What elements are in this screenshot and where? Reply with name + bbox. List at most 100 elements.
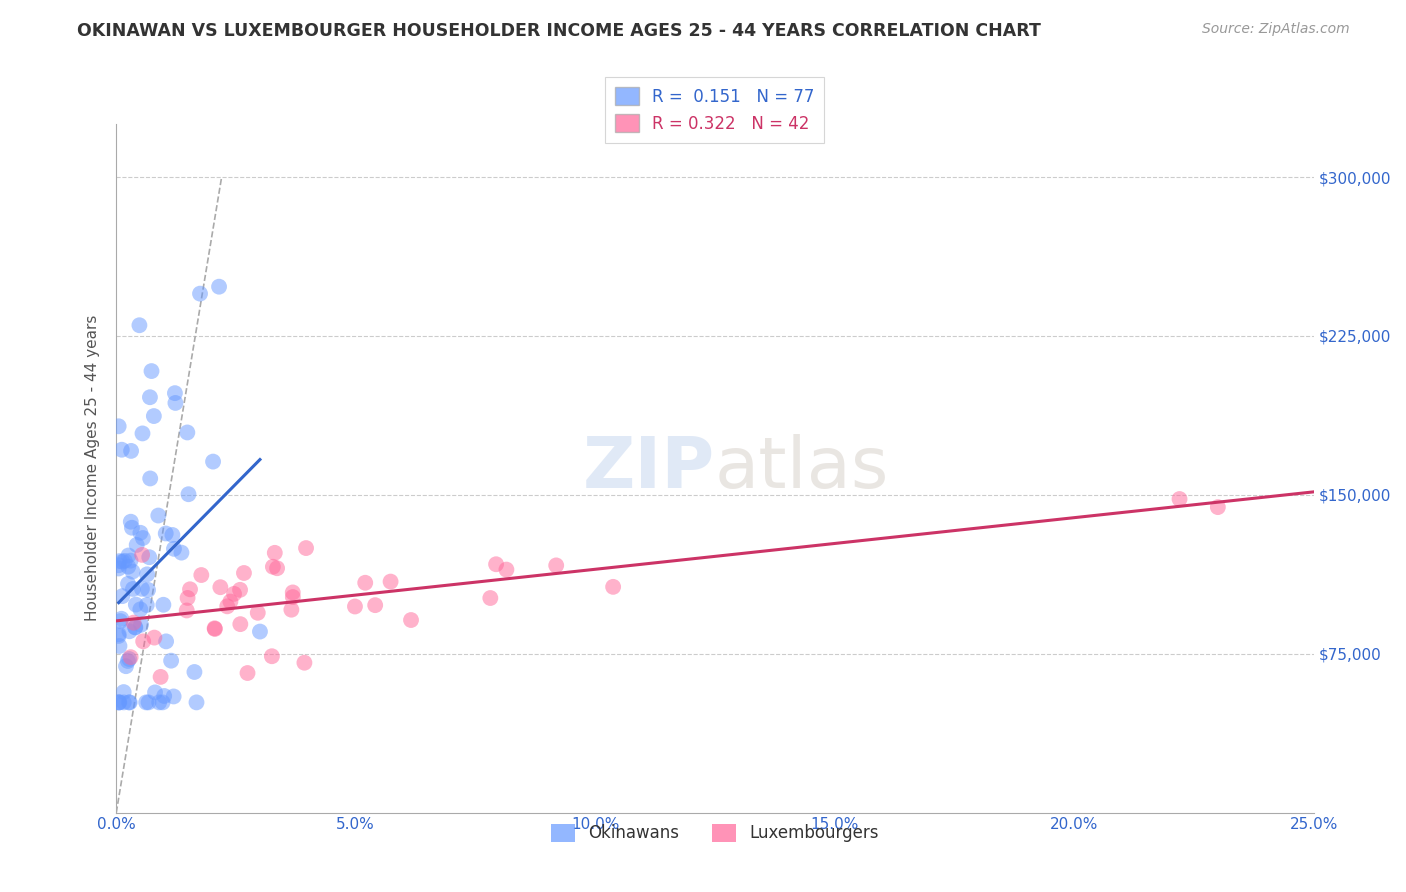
Point	[176, 425, 198, 440]
Point	[135, 598, 157, 612]
Y-axis label: Householder Income Ages 25 - 44 years: Householder Income Ages 25 - 44 years	[86, 315, 100, 622]
Point	[120, 650, 142, 665]
Point	[399, 613, 422, 627]
Point	[110, 612, 132, 626]
Point	[129, 617, 152, 632]
Point	[118, 695, 141, 709]
Point	[115, 659, 138, 673]
Point	[219, 594, 242, 608]
Point	[110, 614, 132, 628]
Point	[343, 599, 366, 614]
Point	[208, 279, 231, 293]
Point	[148, 508, 170, 523]
Point	[111, 555, 134, 569]
Point	[117, 559, 139, 574]
Point	[152, 598, 174, 612]
Point	[107, 558, 129, 573]
Point	[262, 559, 284, 574]
Point	[118, 624, 141, 639]
Point	[111, 589, 134, 603]
Point	[217, 599, 239, 614]
Point	[118, 652, 141, 666]
Point	[107, 419, 129, 434]
Point	[280, 603, 302, 617]
Point	[204, 621, 226, 635]
Point	[354, 575, 377, 590]
Point	[295, 541, 318, 555]
Point	[170, 546, 193, 560]
Point	[202, 454, 225, 468]
Point	[162, 528, 184, 542]
Point	[124, 620, 146, 634]
Point	[120, 515, 142, 529]
Text: ZIP: ZIP	[582, 434, 716, 503]
Point	[149, 670, 172, 684]
Point	[236, 666, 259, 681]
Point	[121, 565, 143, 579]
Text: atlas: atlas	[716, 434, 890, 503]
Point	[112, 695, 135, 709]
Point	[153, 689, 176, 703]
Point	[111, 442, 134, 457]
Point	[204, 622, 226, 636]
Point	[125, 598, 148, 612]
Point	[120, 443, 142, 458]
Point	[260, 649, 283, 664]
Point	[122, 615, 145, 630]
Point	[176, 591, 198, 605]
Point	[183, 665, 205, 679]
Point	[138, 695, 160, 709]
Point	[108, 695, 131, 709]
Point	[246, 606, 269, 620]
Point	[190, 568, 212, 582]
Point	[165, 396, 187, 410]
Point	[129, 602, 152, 616]
Text: Source: ZipAtlas.com: Source: ZipAtlas.com	[1202, 22, 1350, 37]
Point	[233, 566, 256, 580]
Point	[107, 629, 129, 643]
Point	[124, 620, 146, 634]
Point	[281, 585, 304, 599]
Point	[1206, 500, 1229, 515]
Point	[141, 364, 163, 378]
Point	[107, 695, 129, 709]
Point	[108, 554, 131, 568]
Point	[229, 582, 252, 597]
Point	[222, 587, 245, 601]
Point	[118, 695, 141, 709]
Point	[132, 531, 155, 545]
Point	[143, 685, 166, 699]
Point	[380, 574, 402, 589]
Text: OKINAWAN VS LUXEMBOURGER HOUSEHOLDER INCOME AGES 25 - 44 YEARS CORRELATION CHART: OKINAWAN VS LUXEMBOURGER HOUSEHOLDER INC…	[77, 22, 1042, 40]
Point	[495, 563, 517, 577]
Point	[132, 634, 155, 648]
Point	[117, 654, 139, 668]
Point	[139, 471, 162, 485]
Point	[143, 631, 166, 645]
Point	[281, 590, 304, 604]
Legend: R =  0.151   N = 77, R = 0.322   N = 42: R = 0.151 N = 77, R = 0.322 N = 42	[606, 78, 824, 143]
Point	[125, 538, 148, 552]
Point	[160, 654, 183, 668]
Point	[128, 318, 150, 333]
Point	[131, 582, 153, 596]
Point	[176, 603, 198, 617]
Point	[364, 598, 387, 612]
Point	[142, 409, 165, 423]
Point	[136, 582, 159, 597]
Point	[294, 656, 316, 670]
Point	[177, 487, 200, 501]
Point	[229, 617, 252, 632]
Point	[122, 582, 145, 596]
Point	[152, 695, 174, 709]
Point	[263, 546, 285, 560]
Point	[107, 561, 129, 575]
Point	[188, 286, 211, 301]
Point	[249, 624, 271, 639]
Point	[131, 426, 153, 441]
Point	[131, 548, 153, 562]
Point	[209, 580, 232, 594]
Point	[163, 386, 186, 401]
Point	[485, 558, 508, 572]
Point	[108, 695, 131, 709]
